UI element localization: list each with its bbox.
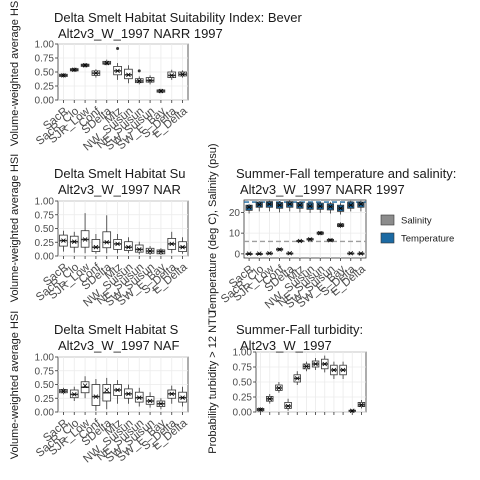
y-tick-label: 0.00 xyxy=(35,408,55,419)
y-tick-label: 0.50 xyxy=(35,224,55,235)
y-tick-label: 0.75 xyxy=(35,54,55,65)
y-tick-label: 0.00 xyxy=(35,96,55,107)
y-tick-label: 0.25 xyxy=(35,238,55,249)
chart-tempsal: 01020SacRSacR_CloSJR_LowConfSDeltaMtzNW_… xyxy=(207,143,456,314)
y-tick-label: 0.50 xyxy=(233,378,253,389)
y-axis-label: Probability turbidity > 12 NTU xyxy=(207,310,219,453)
y-tick-label: 0 xyxy=(234,249,240,260)
y-axis-label: Volume-weighted average HSI xyxy=(9,311,21,460)
box-body xyxy=(135,245,143,252)
y-tick-label: 0.00 xyxy=(233,408,253,419)
box-outlier xyxy=(116,47,119,50)
box-body xyxy=(103,232,111,248)
chart-title: Summer-Fall turbidity: xyxy=(236,322,363,337)
y-tick-label: 0.25 xyxy=(35,394,55,405)
y-tick-label: 0.25 xyxy=(233,393,253,404)
y-tick-label: 0.75 xyxy=(35,366,55,377)
chart-habitat2: 0.000.250.500.751.00SacRSacR_CloSJR_LowC… xyxy=(9,154,190,310)
box-body xyxy=(92,240,100,252)
chart-habitat3: 0.000.250.500.751.00SacRSacR_CloSJR_LowC… xyxy=(9,311,190,466)
chart-turbidity: 0.00 0.25 0.50 0.75 1.00 Summer-Fall turbidit… xyxy=(207,310,366,453)
chart-subtitle: Alt2v3_W_1997 NARR 1997 xyxy=(58,26,223,41)
legend-label-temperature: Temperature xyxy=(401,234,454,245)
chart-subtitle: Alt2v3_W_1997 xyxy=(240,338,332,353)
box-body xyxy=(125,69,133,79)
chart-subtitle: Alt2v3_W_1997 NARR 1997 xyxy=(240,182,405,197)
y-axis-label: Temperature (deg C), Salinity (psu) xyxy=(207,143,219,314)
box-body xyxy=(125,242,133,251)
box-body xyxy=(92,385,100,406)
y-tick-label: 1.00 xyxy=(35,197,55,208)
chart-title: Delta Smelt Habitat S xyxy=(54,322,179,337)
y-tick-label: 20 xyxy=(229,208,241,219)
chart-subtitle: Alt2v3_W_1997 NAF xyxy=(58,338,179,353)
y-tick-label: 0.00 xyxy=(35,252,55,263)
chart-title: Delta Smelt Habitat Suitability Index: B… xyxy=(54,10,303,25)
y-tick-label: 0.25 xyxy=(35,82,55,93)
chart-title: Summer-Fall temperature and salinity: xyxy=(236,166,456,181)
y-tick-label: 0.50 xyxy=(35,68,55,79)
chart-title: Delta Smelt Habitat Su xyxy=(54,166,186,181)
plot-panel xyxy=(244,200,366,258)
y-axis-label: Volume-weighted average HSI xyxy=(9,0,21,146)
y-tick-label: 0.75 xyxy=(35,210,55,221)
y-tick-label: 1.00 xyxy=(35,40,55,51)
legend-label-salinity: Salinity xyxy=(401,216,432,227)
legend-key-salinity xyxy=(381,215,394,225)
chart-subtitle: Alt2v3_W_1997 NAR xyxy=(58,182,181,197)
y-axis-label: Volume-weighted average HSI xyxy=(9,154,21,303)
y-tick-label: 10 xyxy=(229,229,241,240)
chart-habitat1: 0.000.250.500.751.00SacRSacR_CloSJR_LowC… xyxy=(9,0,303,153)
y-tick-label: 1.00 xyxy=(35,353,55,364)
legend-key-temperature xyxy=(381,233,394,243)
y-tick-label: 0.50 xyxy=(35,380,55,391)
y-tick-label: 0.75 xyxy=(233,363,253,374)
legend: Salinity Temperature xyxy=(381,215,454,245)
box-outlier xyxy=(138,69,141,72)
